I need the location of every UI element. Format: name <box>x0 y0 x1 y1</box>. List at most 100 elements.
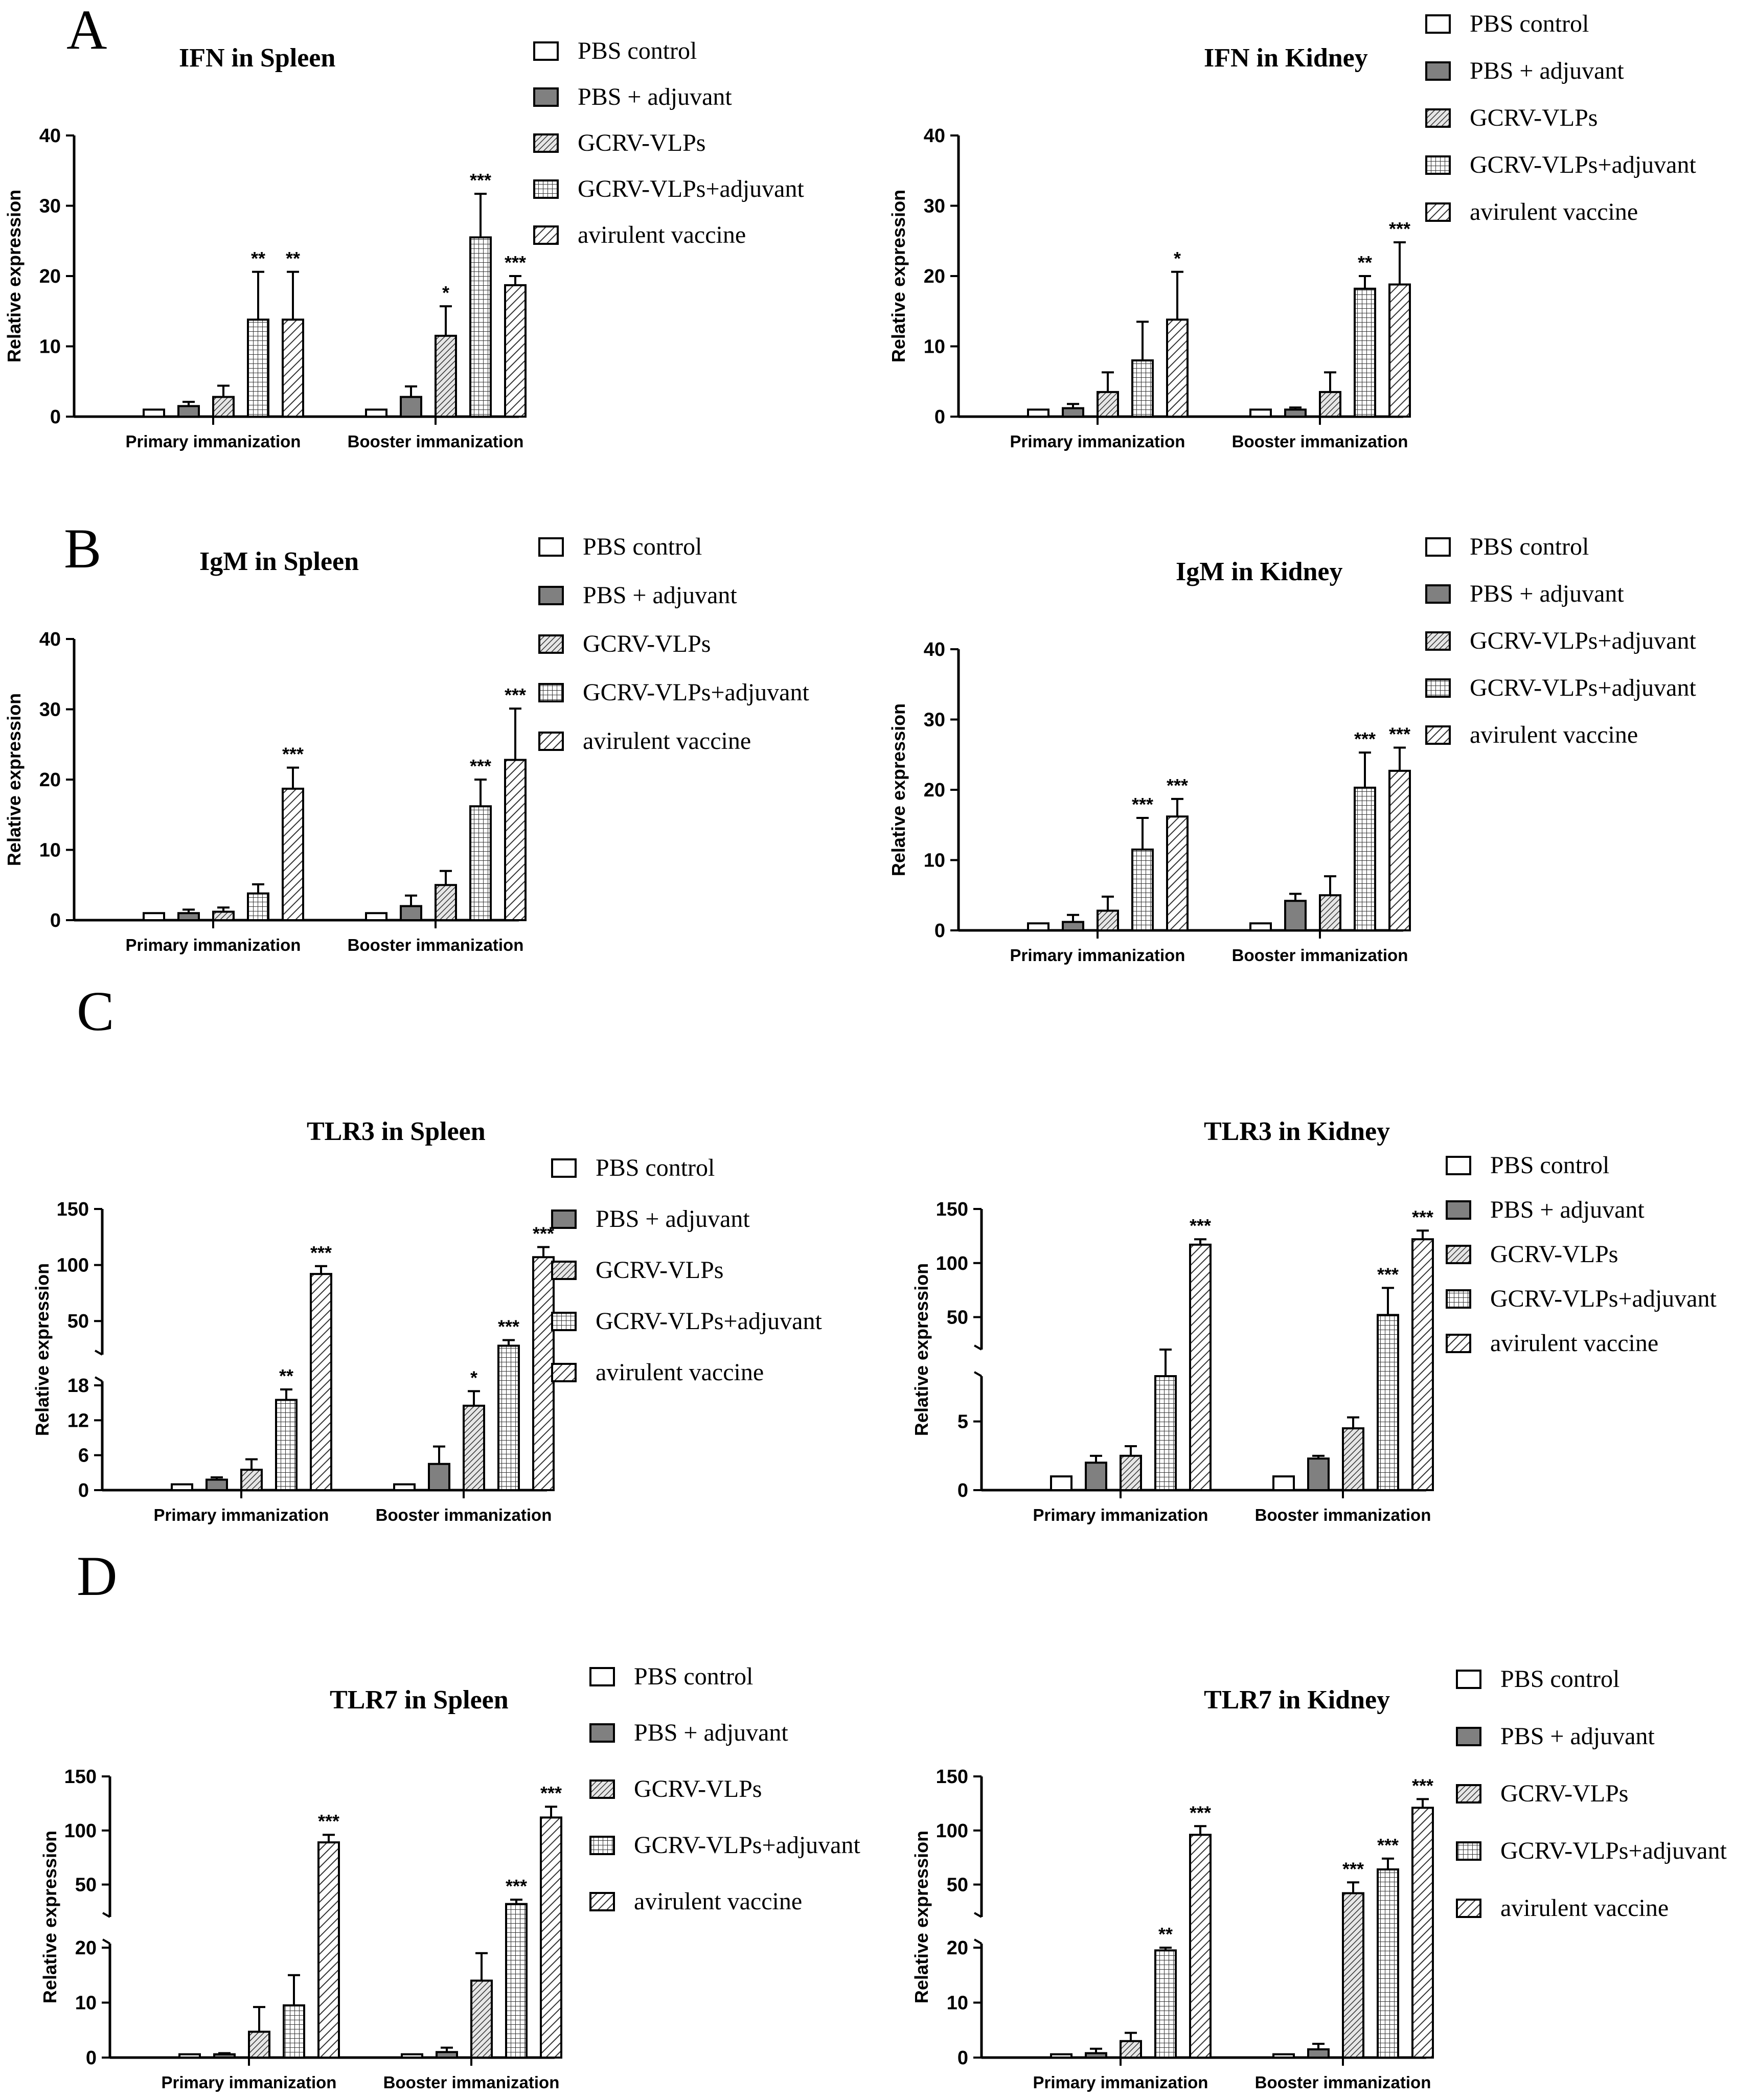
bar <box>1354 786 1376 931</box>
charts-layer: IFN in Spleen Relative expression 0 10 20 30 4… <box>4 10 1727 2092</box>
significance-marker: *** <box>310 1242 332 1263</box>
y-tick-label: 10 <box>924 850 945 872</box>
significance-marker: *** <box>533 1223 554 1244</box>
legend-label: avirulent vaccine <box>634 1888 802 1915</box>
y-tick-label: 0 <box>957 2047 968 2069</box>
y-tick-label: 10 <box>75 1993 97 2014</box>
significance-marker: *** <box>498 1316 519 1337</box>
bar <box>400 396 422 418</box>
bar <box>317 1841 340 2059</box>
significance-marker: *** <box>470 756 491 777</box>
legend-swatch <box>551 1209 577 1229</box>
legend-swatch <box>1425 725 1451 745</box>
legend-label: GCRV-VLPs+adjuvant <box>1470 674 1696 701</box>
y-tick-label: 0 <box>50 910 61 931</box>
y-tick-label: 20 <box>39 769 61 791</box>
y-axis-label: Relative expression <box>32 1263 53 1436</box>
legend-label: PBS + adjuvant <box>1490 1196 1645 1223</box>
bar <box>1342 1427 1364 1491</box>
x-category-label: Primary immanization <box>126 935 301 954</box>
significance-marker: *** <box>1389 724 1410 745</box>
significance-marker: *** <box>540 1783 562 1804</box>
legend-swatch <box>1425 61 1451 81</box>
bar <box>1342 1892 1364 2059</box>
bar <box>504 759 527 921</box>
legend-swatch <box>538 732 564 751</box>
bar <box>1120 2040 1142 2059</box>
y-tick-label: 150 <box>936 1199 968 1220</box>
chart-title: IgM in Spleen <box>199 547 359 576</box>
bar <box>365 408 387 418</box>
x-category-label: Booster immanization <box>1255 2073 1431 2092</box>
legend-label: GCRV-VLPs <box>578 129 705 156</box>
legend-swatch <box>551 1363 577 1382</box>
bar <box>469 805 492 921</box>
legend-label: PBS control <box>583 533 702 560</box>
legend-label: PBS control <box>1500 1665 1619 1693</box>
y-tick-label: 20 <box>924 266 945 287</box>
chart-8: TLR7 in Kidney Relative expression 0 10 20 50… <box>911 1665 1727 2092</box>
y-tick-label: 20 <box>947 1937 968 1959</box>
y-tick-label: 0 <box>934 406 945 428</box>
chart-title: IgM in Kidney <box>1176 557 1343 586</box>
x-category-label: Primary immanization <box>1033 1505 1208 1524</box>
panel-letter-a: A <box>66 0 107 61</box>
legend-label: GCRV-VLPs <box>596 1257 723 1284</box>
y-axis-label: Relative expression <box>888 703 909 876</box>
bar <box>1284 408 1307 418</box>
bar <box>282 787 304 921</box>
legend-label: PBS + adjuvant <box>634 1719 788 1746</box>
legend-swatch <box>538 586 564 605</box>
bar <box>213 2053 236 2059</box>
significance-marker: *** <box>470 170 491 191</box>
legend-swatch <box>1446 1245 1471 1264</box>
bar <box>178 2053 201 2059</box>
significance-marker: *** <box>1389 218 1410 239</box>
legend-label: GCRV-VLPs+adjuvant <box>596 1308 822 1335</box>
legend-swatch <box>533 87 559 107</box>
panel-letter-b: B <box>64 517 101 580</box>
bar <box>540 1816 562 2059</box>
legend-swatch <box>1425 678 1451 698</box>
legend-label: GCRV-VLPs <box>634 1775 762 1802</box>
x-category-label: Booster immanization <box>1255 1505 1431 1524</box>
legend-swatch <box>1425 14 1451 34</box>
legend-label: PBS control <box>1470 10 1589 37</box>
legend-swatch <box>538 537 564 557</box>
x-category-label: Primary immanization <box>1010 946 1185 965</box>
y-tick-label: 40 <box>924 639 945 660</box>
x-category-label: Booster immanization <box>348 432 524 451</box>
axis-break-mark <box>102 1912 110 1945</box>
legend-swatch <box>1425 631 1451 651</box>
significance-marker: ** <box>286 248 300 269</box>
significance-marker: ** <box>1158 1924 1173 1945</box>
x-category-label: Primary immanization <box>162 2073 337 2092</box>
legend-label: GCRV-VLPs <box>1470 104 1598 131</box>
bar <box>143 912 165 921</box>
axis-break-mark <box>974 1344 982 1377</box>
y-tick-label: 100 <box>936 1820 968 1842</box>
y-tick-label: 10 <box>39 336 61 358</box>
legend-label: avirulent vaccine <box>578 221 746 248</box>
bar <box>435 334 457 418</box>
x-category-label: Booster immanization <box>383 2073 560 2092</box>
bar <box>1166 318 1189 418</box>
axis-break-mark <box>95 1350 103 1382</box>
significance-marker: ** <box>1358 252 1372 273</box>
bar <box>1062 407 1084 418</box>
y-tick-label: 12 <box>67 1410 89 1431</box>
significance-marker: *** <box>318 1811 339 1832</box>
legend-label: GCRV-VLPs+adjuvant <box>634 1832 860 1859</box>
bar <box>1249 922 1272 931</box>
legend-swatch <box>589 1723 615 1743</box>
legend-label: PBS + adjuvant <box>596 1205 750 1232</box>
legend-swatch <box>589 1836 615 1855</box>
bar <box>1131 848 1154 931</box>
bar <box>248 2030 270 2059</box>
panel-letter-c: C <box>77 980 114 1042</box>
y-tick-label: 50 <box>947 1875 968 1896</box>
bar <box>1120 1454 1142 1491</box>
legend-label: avirulent vaccine <box>596 1359 764 1386</box>
legend-swatch <box>1425 155 1451 175</box>
